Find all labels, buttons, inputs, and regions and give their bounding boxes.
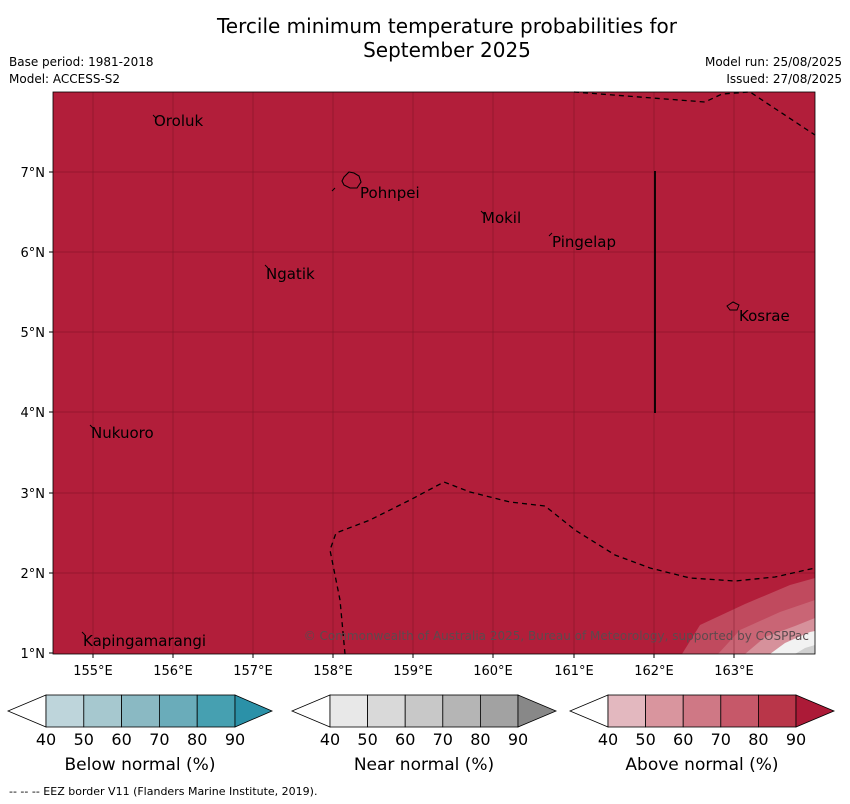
colorbar-extend-high	[517, 694, 558, 728]
issued-text: Issued: 27/08/2025	[726, 72, 842, 86]
model-text: Model: ACCESS-S2	[9, 72, 121, 86]
colorbar-1	[290, 694, 558, 728]
gridlines	[53, 92, 815, 654]
colorbar-tick-label: 40	[597, 730, 619, 749]
colorbar-extend-high	[795, 694, 836, 728]
place-label: Pohnpei	[360, 184, 420, 202]
place-label: Kapingamarangi	[83, 632, 206, 650]
colorbar-tick-label: 60	[673, 730, 694, 749]
copyright-text: © Commonwealth of Australia 2025, Bureau…	[304, 629, 809, 643]
lon-tick-label: 157°E	[233, 664, 273, 679]
colorbar-tick-label: 90	[507, 730, 529, 749]
probability-band-low	[770, 631, 815, 654]
lat-tick-label: 7°N	[21, 166, 46, 181]
place-label: Mokil	[482, 209, 521, 227]
colorbar-tick-label: 90	[224, 730, 246, 749]
colorbar-tick-label: 50	[635, 730, 656, 749]
colorbar-tick-label: 60	[395, 730, 416, 749]
lon-tick-label: 159°E	[393, 664, 433, 679]
colorbar-swatch	[607, 694, 646, 728]
colorbar-title: Above normal (%)	[625, 755, 779, 775]
pohnpei-island	[341, 171, 362, 189]
colorbar-2	[568, 694, 836, 728]
colorbar-tick-label: 70	[432, 730, 453, 749]
colorbar-extend-high	[234, 694, 274, 728]
title-line-2: September 2025	[363, 38, 531, 62]
lon-tick-label: 156°E	[153, 664, 193, 679]
lat-tick-label: 1°N	[21, 647, 46, 662]
atoll-marks	[81, 114, 553, 636]
colorbar-tick-label: 50	[357, 730, 378, 749]
place-label: Oroluk	[154, 112, 203, 130]
colorbar-swatch	[121, 694, 160, 728]
colorbar-tick-label: 40	[35, 730, 57, 749]
place-label: Ngatik	[266, 265, 315, 283]
map-frame	[52, 91, 816, 655]
colorbar-swatch	[479, 694, 519, 728]
title-line-1: Tercile minimum temperature probabilitie…	[216, 14, 678, 38]
eez-footer-note: -- -- -- EEZ border V11 (Flanders Marine…	[9, 785, 318, 798]
lon-tick-label: 163°E	[714, 664, 754, 679]
colorbar-swatch	[682, 694, 722, 728]
lat-tick-label: 5°N	[21, 326, 46, 341]
colorbar-swatch	[367, 694, 406, 728]
map-panel: Oroluk Pohnpei Mokil Pingelap Ngatik Kos…	[21, 91, 816, 679]
colorbar-swatch	[758, 694, 797, 728]
meta-left: Base period: 1981-2018 Model: ACCESS-S2	[9, 54, 154, 88]
place-label: Kosrae	[739, 307, 790, 325]
place-label: Pingelap	[552, 233, 616, 251]
colorbar-swatch	[645, 694, 684, 728]
lon-tick-label: 161°E	[554, 664, 594, 679]
colorbar-swatch	[404, 694, 444, 728]
colorbar-tick-label: 70	[149, 730, 170, 749]
colorbar-tick-label: 80	[187, 730, 208, 749]
eez-borders	[329, 91, 816, 655]
ant-atoll	[331, 187, 336, 192]
place-label: Nukuoro	[91, 424, 154, 442]
model-run-text: Model run: 25/08/2025	[704, 55, 842, 69]
colorbar-tick-label: 60	[111, 730, 132, 749]
colorbar-tick-label: 90	[785, 730, 807, 749]
lat-tick-label: 4°N	[21, 406, 46, 421]
meta-right: Model run: 25/08/2025 Issued: 27/08/2025	[705, 54, 842, 88]
colorbar-title: Near normal (%)	[353, 755, 495, 775]
lat-tick-label: 3°N	[21, 487, 46, 502]
colorbar-swatch	[83, 694, 123, 728]
lon-tick-label: 158°E	[313, 664, 353, 679]
colorbar-tick-label: 40	[319, 730, 341, 749]
lon-tick-label: 162°E	[634, 664, 674, 679]
chart-title: Tercile minimum temperature probabilitie…	[0, 14, 850, 62]
colorbar-extend-low	[568, 694, 609, 728]
probability-band-near	[795, 645, 815, 654]
colorbar-tick-label: 50	[73, 730, 94, 749]
colorbar-0	[6, 694, 274, 728]
colorbar-tick-label: 70	[710, 730, 731, 749]
lat-tick-label: 2°N	[21, 567, 46, 582]
colorbar-swatch	[720, 694, 759, 728]
colorbar-title: Below normal (%)	[64, 755, 216, 775]
axis-ticks	[49, 171, 735, 658]
probability-field	[53, 92, 815, 654]
colorbar-swatch	[196, 694, 236, 728]
colorbar-tick-label: 80	[748, 730, 769, 749]
colorbar-tick-label: 80	[470, 730, 491, 749]
lat-tick-label: 6°N	[21, 246, 46, 261]
base-period-text: Base period: 1981-2018	[9, 55, 154, 69]
colorbar-swatch	[442, 694, 481, 728]
kosrae-island	[726, 301, 740, 311]
lon-tick-label: 155°E	[73, 664, 113, 679]
lon-tick-label: 160°E	[473, 664, 513, 679]
